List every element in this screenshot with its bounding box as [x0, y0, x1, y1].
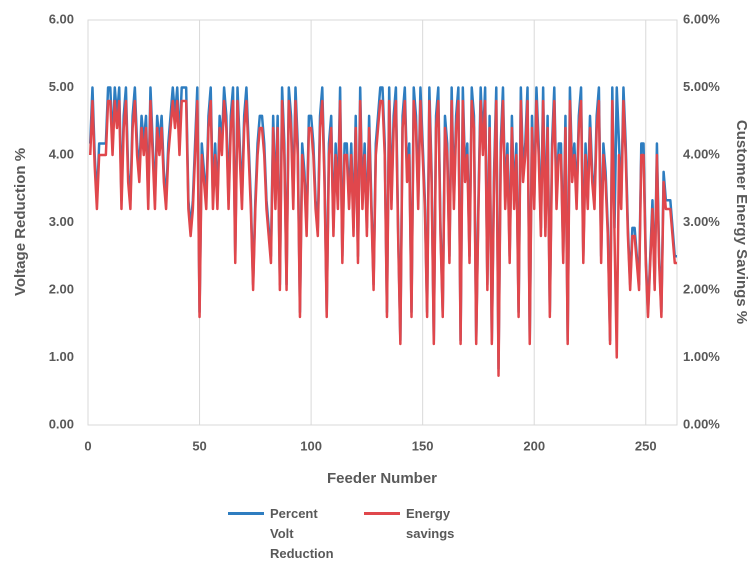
y2-tick-label: 2.00% — [683, 281, 720, 296]
x-tick-label: 0 — [84, 438, 91, 453]
y-tick-label: 0.00 — [49, 416, 74, 431]
y-tick-label: 2.00 — [49, 281, 74, 296]
legend-entry: Energy savings — [364, 504, 486, 564]
y-tick-label: 5.00 — [49, 79, 74, 94]
x-tick-label: 200 — [523, 438, 545, 453]
y-tick-label: 4.00 — [49, 146, 74, 161]
x-tick-label: 150 — [412, 438, 434, 453]
y2-tick-label: 4.00% — [683, 146, 720, 161]
y-tick-label: 3.00 — [49, 214, 74, 229]
x-tick-label: 100 — [300, 438, 322, 453]
legend: Percent Volt Reduction Energy savings — [228, 504, 510, 564]
y2-axis-title: Customer Energy Savings % — [733, 120, 750, 324]
x-tick-label: 250 — [635, 438, 657, 453]
y2-tick-label: 5.00% — [683, 79, 720, 94]
x-axis-title: Feeder Number — [327, 470, 437, 487]
y-tick-label: 6.00 — [49, 11, 74, 26]
x-tick-label: 50 — [192, 438, 206, 453]
legend-swatch — [364, 512, 400, 515]
chart: Voltage Reduction % Customer Energy Savi… — [12, 11, 750, 487]
y2-tick-label: 3.00% — [683, 214, 720, 229]
y2-tick-label: 6.00% — [683, 11, 720, 26]
legend-label: Energy savings — [406, 506, 455, 541]
legend-swatch — [228, 512, 264, 515]
series-line — [88, 99, 677, 377]
y2-tick-label: 1.00% — [683, 349, 720, 364]
y-tick-label: 1.00 — [49, 349, 74, 364]
plot-frame — [87, 19, 678, 426]
y2-tick-label: 0.00% — [683, 416, 720, 431]
legend-label: Percent Volt Reduction — [270, 506, 334, 561]
y-axis-title: Voltage Reduction % — [12, 148, 29, 296]
legend-entry: Percent Volt Reduction — [228, 504, 340, 564]
